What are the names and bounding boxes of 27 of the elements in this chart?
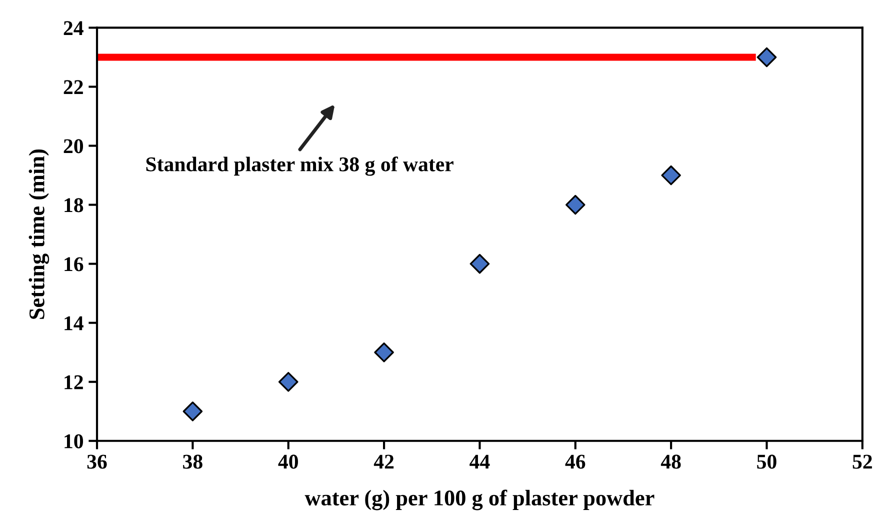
- x-tick-label: 44: [470, 454, 490, 469]
- y-tick-label: 18: [64, 198, 84, 212]
- y-tick-label: 16: [64, 257, 84, 272]
- x-tick-label: 50: [757, 454, 776, 469]
- y-tick-label: 14: [64, 316, 84, 330]
- x-tick-label: 52: [852, 454, 872, 469]
- point: [661, 165, 681, 186]
- x-tick-label: 46: [565, 454, 586, 469]
- y-tick-label: 22: [64, 80, 83, 94]
- y-axis-title: Setting time (min): [28, 149, 50, 319]
- x-tick-label: 48: [660, 454, 681, 469]
- x-tick-label: 38: [183, 454, 202, 469]
- x-axis-title: water (g) per 100 g of plaster powder: [304, 490, 654, 510]
- point: [182, 401, 203, 422]
- annotation: Standard plaster mix 38 g of water: [146, 156, 454, 176]
- x-tick-label: 36: [87, 454, 107, 469]
- point: [374, 342, 394, 362]
- y-tick-label: 10: [64, 434, 84, 448]
- y-tick-label: 20: [64, 139, 84, 154]
- point: [278, 372, 298, 392]
- x-tick-label: 42: [374, 454, 394, 469]
- y-tick-label: 24: [64, 21, 84, 35]
- point: [756, 47, 777, 68]
- y-tick-label: 12: [64, 375, 83, 390]
- point: [565, 194, 586, 215]
- point: [470, 254, 490, 274]
- x-tick-label: 40: [278, 454, 298, 469]
